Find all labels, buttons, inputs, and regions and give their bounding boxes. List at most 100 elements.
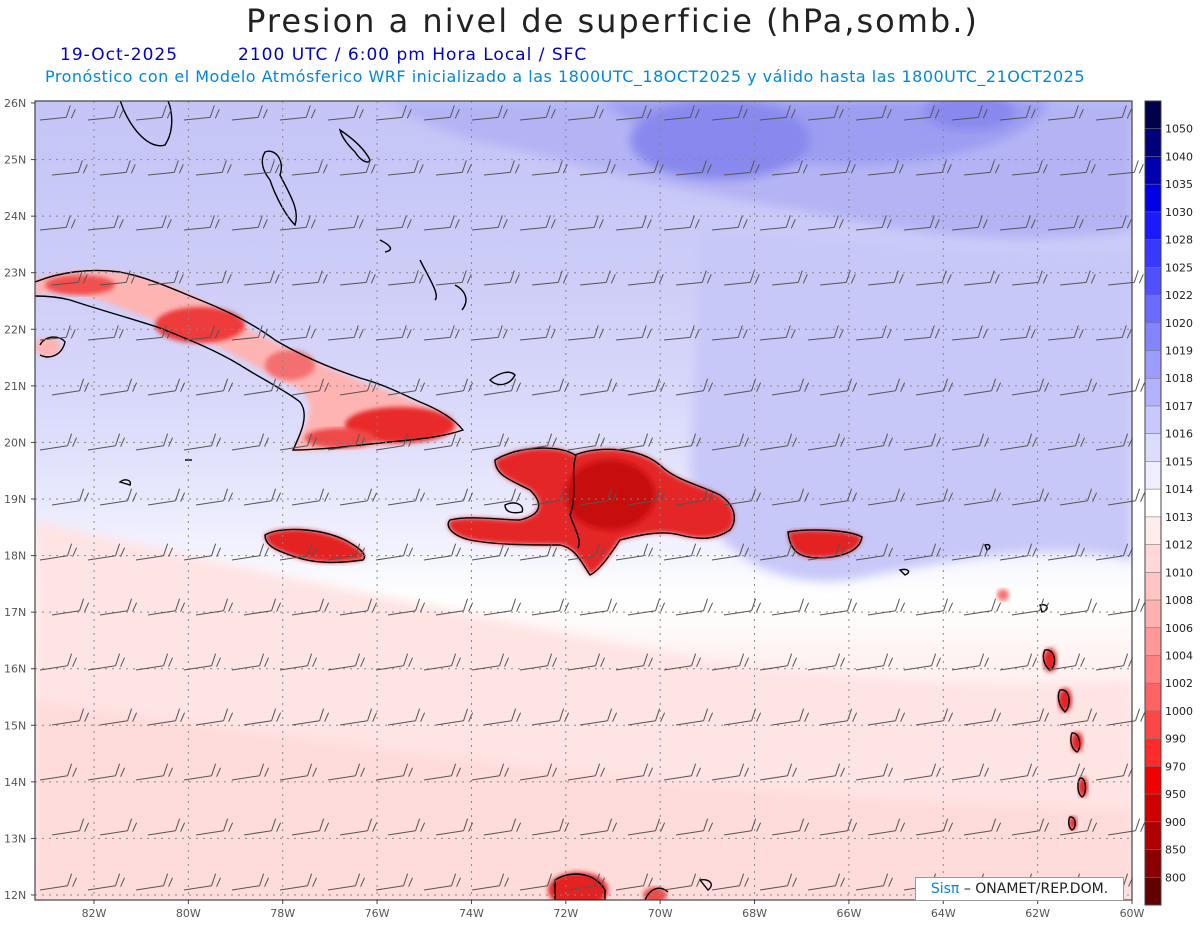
lat-label: 17N: [4, 606, 26, 619]
colorbar-swatch: [1145, 516, 1161, 546]
colorbar-swatch: [1145, 683, 1161, 712]
colorbar-label: 1019: [1165, 345, 1193, 358]
plot-frame: [34, 100, 1133, 901]
lat-label: 12N: [4, 889, 26, 902]
lon-label: 64W: [931, 907, 956, 920]
colorbar-label: 850: [1165, 844, 1186, 857]
colorbar-label: 1006: [1165, 622, 1193, 635]
colorbar-swatch: [1145, 710, 1161, 740]
lat-label: 22N: [4, 323, 26, 336]
colorbar-swatch: [1145, 405, 1161, 435]
valid-time: 2100 UTC / 6:00 pm Hora Local / SFC: [238, 45, 588, 65]
credit-box: Sisπ – ONAMET/REP.DOM.: [915, 877, 1124, 901]
lon-label: 68W: [742, 907, 767, 920]
lon-label: 76W: [365, 907, 390, 920]
colorbar-swatch: [1145, 461, 1161, 490]
colorbar-label: 1015: [1165, 455, 1193, 468]
colorbar-label: 800: [1165, 871, 1186, 884]
lon-label: 74W: [459, 907, 484, 920]
lon-label: 72W: [553, 907, 578, 920]
colorbar-swatch: [1145, 184, 1161, 213]
colorbar-label: 1040: [1165, 150, 1193, 163]
colorbar-swatch: [1145, 627, 1161, 656]
colorbar-swatch: [1145, 766, 1161, 795]
colorbar-swatch: [1145, 239, 1161, 268]
colorbar-label: 1025: [1165, 261, 1193, 274]
colorbar-label: 1013: [1165, 511, 1193, 524]
colorbar-swatch: [1145, 794, 1161, 823]
latitude-labels: 26N 25N 24N 23N 22N 21N 20N 19N 18N 17N 16N 15N 14N 1…: [4, 97, 35, 902]
colorbar: 1050 1040 1035 1030 1028 1025 1022 1020 1019 1018…: [1144, 100, 1193, 906]
lat-label: 14N: [4, 776, 26, 789]
wind-barbs: [39, 105, 1146, 891]
colorbar-label: 1022: [1165, 289, 1193, 302]
colorbar-swatch: [1145, 489, 1161, 518]
colorbar-swatch: [1145, 295, 1161, 324]
colorbar-label: 1004: [1165, 649, 1193, 662]
lat-label: 26N: [4, 97, 26, 110]
colorbar-label: 1000: [1165, 705, 1193, 718]
colorbar-swatch: [1145, 600, 1161, 629]
valid-time-line: 19-Oct-2025 2100 UTC / 6:00 pm Hora Local…: [60, 45, 587, 65]
lon-label: 82W: [82, 907, 107, 920]
colorbar-swatch: [1145, 849, 1161, 878]
colorbar-label: 1050: [1165, 123, 1193, 136]
land-shading: [35, 269, 1088, 900]
colorbar-swatch: [1145, 738, 1161, 767]
lat-label: 20N: [4, 436, 26, 449]
lon-label: 66W: [836, 907, 861, 920]
lat-label: 16N: [4, 663, 26, 676]
colorbar-label: 1010: [1165, 566, 1193, 579]
colorbar-label: 1014: [1165, 483, 1193, 496]
colorbar-swatch: [1145, 433, 1161, 462]
credit-brand: Sisπ: [930, 881, 960, 897]
lat-label: 15N: [4, 719, 26, 732]
colorbar-swatch: [1145, 211, 1161, 241]
map-title: Presion a nivel de superficie (hPa,somb.…: [246, 2, 979, 40]
valid-date: 19-Oct-2025: [60, 45, 179, 65]
colorbar-swatch: [1145, 267, 1161, 296]
lat-label: 13N: [4, 832, 26, 845]
colorbar-label: 1012: [1165, 539, 1193, 552]
colorbar-swatch: [1145, 350, 1161, 379]
lon-label: 70W: [648, 907, 673, 920]
colorbar-label: 990: [1165, 733, 1186, 746]
colorbar-label: 1018: [1165, 372, 1193, 385]
colorbar-label: 1020: [1165, 317, 1193, 330]
colorbar-swatch: [1145, 128, 1161, 157]
lat-label: 25N: [4, 154, 26, 167]
colorbar-swatch: [1145, 821, 1161, 851]
colorbar-label: 1008: [1165, 594, 1193, 607]
pressure-field: [35, 101, 1132, 900]
forecast-note: Pronóstico con el Modelo Atmósferico WRF…: [45, 67, 1086, 86]
colorbar-label: 1030: [1165, 206, 1193, 219]
colorbar-swatch: [1145, 544, 1161, 573]
lat-label: 21N: [4, 380, 26, 393]
colorbar-label: 950: [1165, 788, 1186, 801]
longitude-labels: 82W 80W 78W 76W 74W 72W 70W 68W 66W 64W 62W 60W: [82, 900, 1145, 920]
colorbar-label: 1016: [1165, 428, 1193, 441]
lat-label: 19N: [4, 493, 26, 506]
colorbar-swatch: [1145, 877, 1161, 906]
colorbar-label: 1017: [1165, 400, 1193, 413]
credit-org: – ONAMET/REP.DOM.: [963, 881, 1109, 897]
graticule: [35, 101, 1132, 900]
colorbar-swatch: [1145, 322, 1161, 352]
colorbar-swatch: [1145, 572, 1161, 601]
colorbar-label: 1028: [1165, 234, 1193, 247]
lat-label: 23N: [4, 267, 26, 280]
colorbar-label: 900: [1165, 816, 1186, 829]
lon-label: 62W: [1025, 907, 1050, 920]
colorbar-swatch: [1145, 655, 1161, 684]
colorbar-label: 1002: [1165, 677, 1193, 690]
colorbar-swatch: [1145, 101, 1161, 130]
colorbar-swatch: [1145, 378, 1161, 407]
lon-label: 78W: [270, 907, 295, 920]
colorbar-label: 970: [1165, 760, 1186, 773]
lat-label: 24N: [4, 210, 26, 223]
lon-label: 60W: [1120, 907, 1145, 920]
lat-label: 18N: [4, 550, 26, 563]
colorbar-swatch: [1145, 156, 1161, 185]
lon-label: 80W: [176, 907, 201, 920]
